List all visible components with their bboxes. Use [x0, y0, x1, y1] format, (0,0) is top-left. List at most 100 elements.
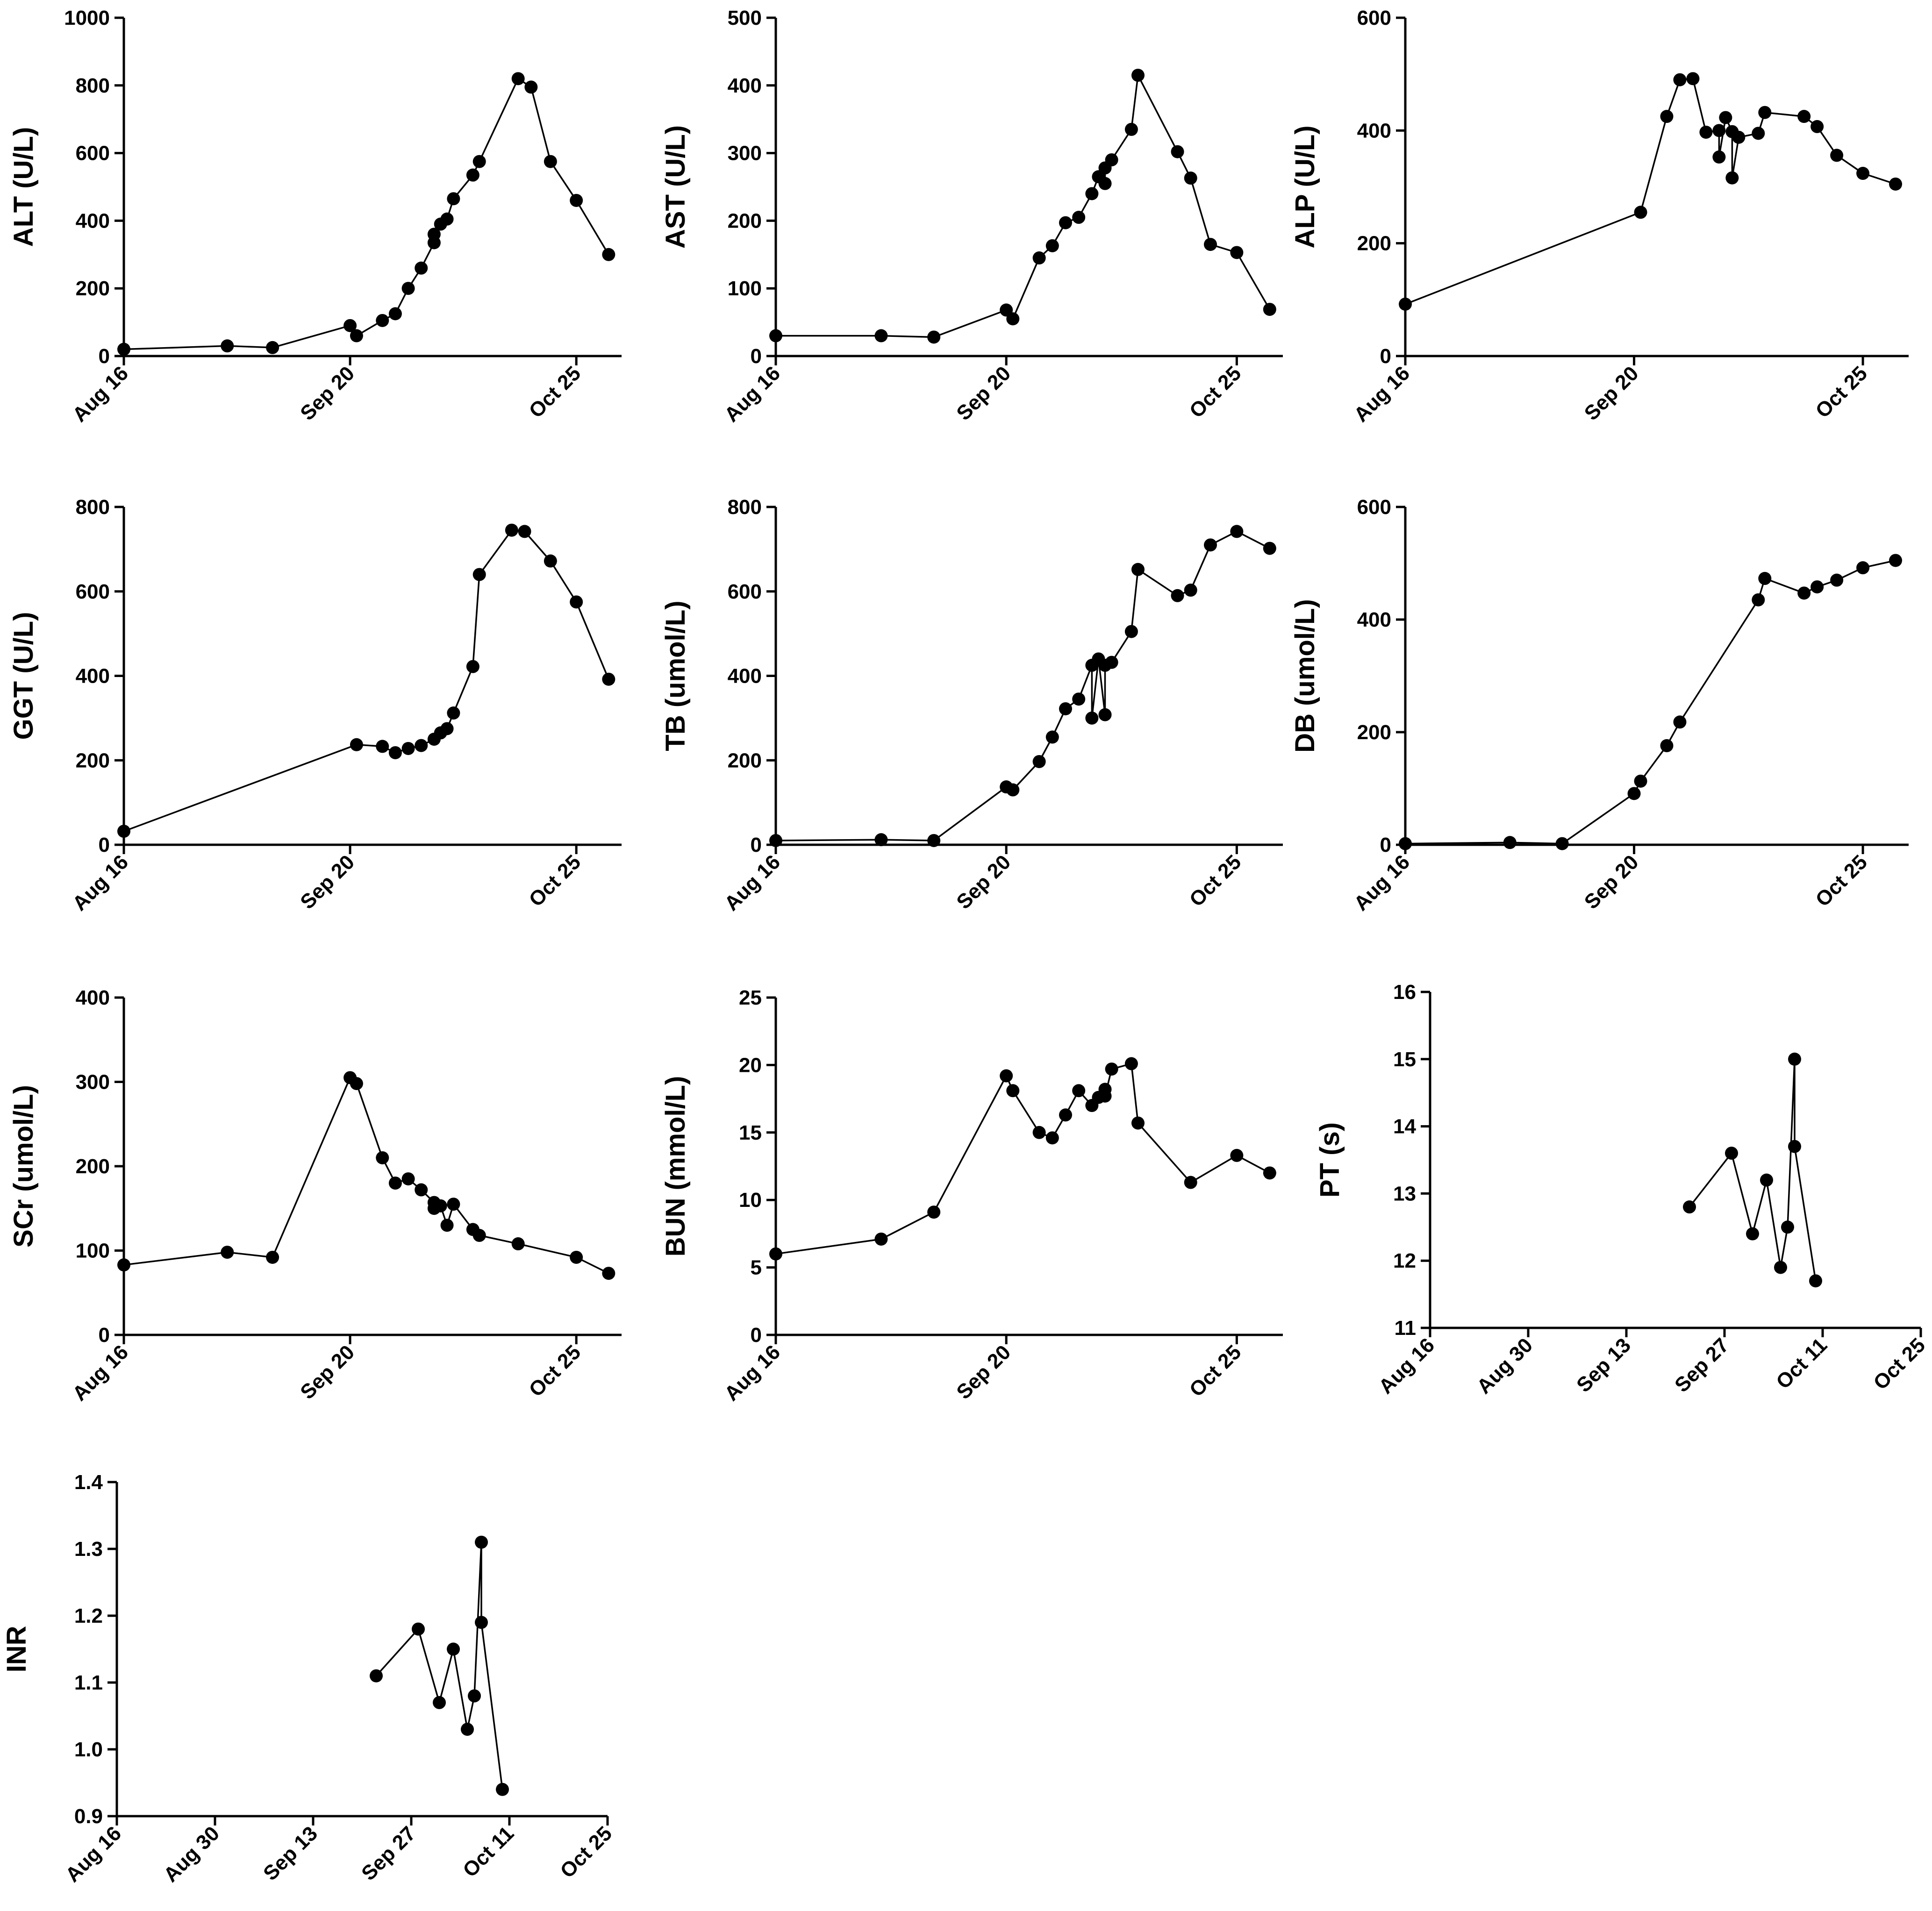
y-axis-label: PT (s): [1315, 1122, 1345, 1198]
data-point: [221, 339, 234, 353]
y-tick-label: 800: [76, 74, 110, 97]
data-point: [475, 1535, 488, 1549]
data-point: [1006, 783, 1020, 797]
y-tick-label: 0: [99, 345, 110, 368]
data-point: [1399, 837, 1412, 850]
data-point: [1124, 122, 1138, 136]
data-point: [511, 72, 525, 86]
data-point: [602, 1267, 615, 1280]
y-tick-label: 600: [728, 580, 762, 603]
data-point: [1856, 167, 1870, 180]
y-tick-label: 15: [739, 1121, 762, 1144]
data-point: [769, 1247, 782, 1261]
data-point: [376, 1151, 389, 1164]
y-tick-label: 200: [1357, 721, 1391, 744]
data-point: [1725, 1147, 1738, 1160]
y-tick-label: 200: [76, 277, 110, 300]
data-point: [927, 330, 941, 344]
y-tick-label: 400: [728, 665, 762, 688]
y-tick-label: 400: [728, 74, 762, 97]
y-tick-label: 0: [751, 345, 762, 368]
y-tick-label: 400: [76, 986, 110, 1009]
data-point: [1131, 69, 1145, 82]
y-tick-label: 1.1: [74, 1671, 103, 1694]
y-axis-label: SCr (umol/L): [8, 1085, 39, 1248]
y-tick-label: 20: [739, 1054, 762, 1077]
data-point: [1184, 171, 1197, 185]
data-point: [350, 329, 363, 342]
y-tick-label: 200: [1357, 232, 1391, 255]
data-point: [1683, 1200, 1696, 1214]
data-point: [440, 722, 454, 735]
data-point: [1399, 297, 1412, 311]
data-point: [221, 1246, 234, 1259]
y-tick-label: 200: [76, 749, 110, 772]
data-point: [388, 307, 402, 321]
data-point: [1774, 1261, 1787, 1274]
data-point: [1760, 1173, 1773, 1187]
y-tick-label: 600: [1357, 496, 1391, 519]
data-point: [1184, 1176, 1197, 1189]
y-tick-label: 400: [1357, 608, 1391, 631]
y-axis-label: GGT (U/L): [8, 612, 39, 740]
data-point: [1006, 1084, 1020, 1098]
data-point: [1712, 150, 1726, 164]
data-point: [415, 739, 428, 752]
y-tick-label: 16: [1393, 981, 1416, 1004]
data-point: [524, 80, 538, 94]
data-point: [1105, 656, 1118, 669]
data-point: [117, 342, 130, 356]
y-tick-label: 600: [76, 142, 110, 165]
data-point: [1131, 563, 1145, 576]
y-tick-label: 200: [76, 1155, 110, 1178]
data-point: [1072, 211, 1086, 224]
y-tick-label: 15: [1393, 1048, 1416, 1071]
data-point: [401, 1172, 415, 1186]
y-tick-label: 0: [1380, 345, 1391, 368]
data-point: [570, 595, 583, 609]
y-tick-label: 200: [728, 749, 762, 772]
y-tick-label: 1.2: [74, 1604, 103, 1627]
data-point: [1788, 1140, 1801, 1153]
y-tick-label: 12: [1393, 1249, 1416, 1272]
data-point: [266, 341, 279, 354]
y-tick-label: 800: [728, 496, 762, 519]
data-point: [468, 1689, 481, 1703]
data-point: [544, 155, 557, 168]
data-point: [1032, 251, 1046, 265]
y-tick-label: 1000: [64, 7, 110, 29]
y-tick-label: 600: [1357, 7, 1391, 29]
data-point: [511, 1237, 525, 1251]
data-point: [1045, 730, 1059, 744]
data-point: [117, 1258, 130, 1272]
data-point: [1085, 187, 1099, 200]
data-point: [1797, 110, 1811, 123]
data-point: [1830, 573, 1844, 587]
y-tick-label: 600: [76, 580, 110, 603]
data-point: [505, 523, 518, 537]
y-tick-label: 0: [1380, 834, 1391, 856]
y-axis-label: ALT (U/L): [8, 127, 39, 247]
data-point: [447, 1642, 460, 1656]
data-point: [1809, 1274, 1822, 1288]
data-point: [1634, 206, 1647, 219]
y-tick-label: 14: [1393, 1115, 1416, 1138]
data-point: [1072, 692, 1086, 706]
data-point: [544, 554, 557, 568]
data-point: [447, 1198, 460, 1211]
data-point: [570, 1250, 583, 1264]
data-point: [412, 1622, 425, 1636]
data-point: [1673, 715, 1687, 729]
data-point: [769, 834, 782, 847]
y-axis-label: TB (umol/L): [660, 600, 691, 751]
data-point: [1719, 111, 1732, 124]
data-point: [350, 738, 363, 751]
data-point: [1124, 625, 1138, 638]
y-tick-label: 1.3: [74, 1538, 103, 1561]
data-point: [1699, 125, 1713, 139]
data-point: [1000, 1069, 1013, 1083]
data-point: [1059, 216, 1072, 229]
data-point: [570, 193, 583, 207]
data-point: [266, 1250, 279, 1264]
